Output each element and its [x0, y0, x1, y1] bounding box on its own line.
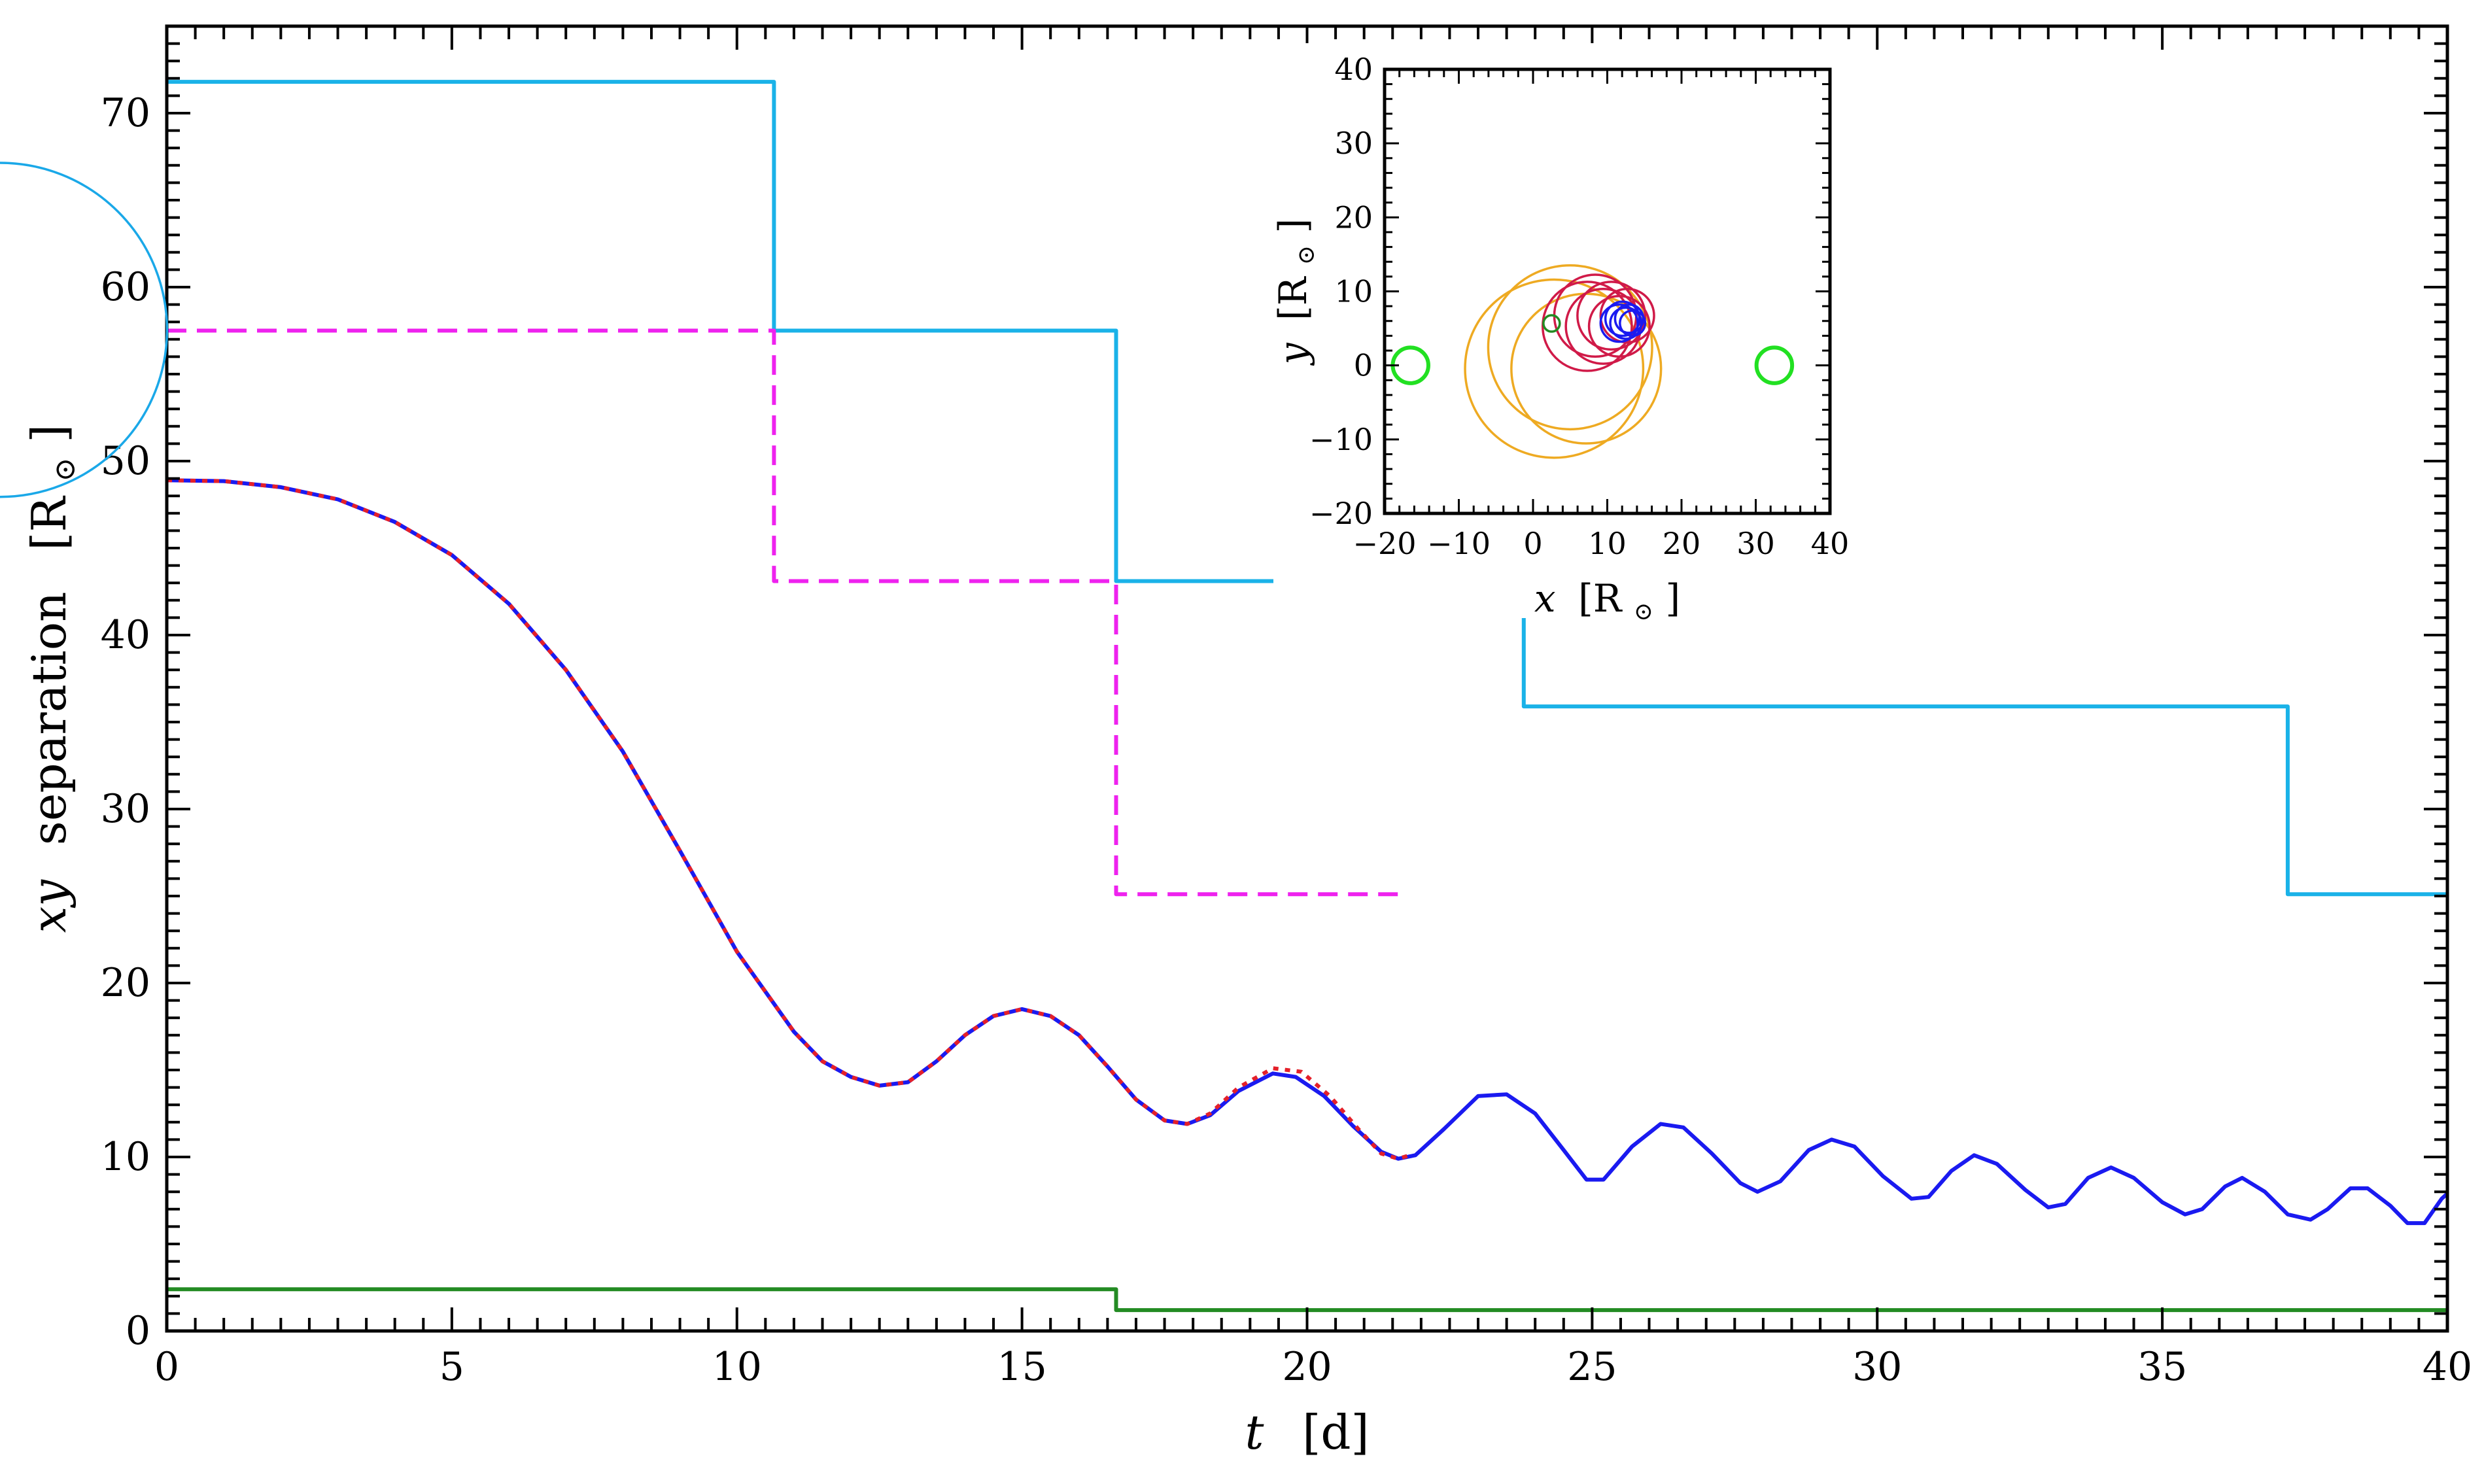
inset-y-axis-unit-close: ]	[1271, 218, 1315, 233]
main-x-axis-label: t [d]	[1245, 1405, 1369, 1460]
main-y-axis-var: xy	[22, 879, 77, 933]
orbit-path-3	[1599, 303, 1639, 343]
inset-x-axis-unit: [R	[1578, 576, 1623, 621]
inset-x-tick-label: 30	[1736, 526, 1775, 561]
y-tick-label: 30	[101, 786, 150, 832]
orbit-path-1	[1487, 264, 1653, 431]
y-tick-label: 50	[101, 438, 150, 484]
orbit-path-4	[1542, 314, 1561, 333]
orbit-path-3	[1604, 300, 1641, 337]
inset-y-tick-label: 40	[1334, 52, 1373, 87]
inset-y-axis-unit: [R	[1271, 275, 1315, 320]
main-x-axis-var: t	[1245, 1405, 1264, 1460]
series-line-2	[167, 1287, 2447, 1313]
series-line-1	[167, 328, 1404, 897]
y-tick-label: 70	[101, 90, 150, 136]
y-tick-label: 20	[101, 960, 150, 1006]
x-tick-label: 10	[712, 1344, 762, 1390]
x-tick-label: 30	[1852, 1344, 1902, 1390]
y-tick-label: 40	[101, 612, 150, 658]
orbit-path-3	[1619, 309, 1647, 337]
y-tick-label: 0	[126, 1308, 150, 1354]
sun-symbol: ⊙	[1634, 598, 1653, 625]
inset-y-tick-label: 30	[1334, 126, 1373, 161]
orbit-path-2	[1587, 294, 1651, 358]
main-tick-labels: 0 5 10 15 20 25 30 35 40 0 10 20 30 40 50 60 70	[101, 90, 2473, 1390]
inset-y-tick-label: 10	[1334, 274, 1373, 309]
inset-y-axis-label: y [R ⊙ ]	[1271, 218, 1323, 366]
inset-tick-labels: −20 −10 0 10 20 30 40 −20 −10 0 10 20 30 40	[1309, 52, 1849, 561]
x-tick-label: 40	[2423, 1344, 2472, 1390]
sun-symbol: ⊙	[1293, 245, 1320, 265]
y-tick-label: 60	[101, 264, 150, 310]
inset-x-axis-unit-close: ]	[1665, 576, 1680, 621]
inset-y-axis-var: y	[1271, 342, 1315, 366]
inset-x-tick-label: −20	[1353, 526, 1416, 561]
inset-x-axis-var: x	[1534, 576, 1556, 621]
inset-x-tick-label: 40	[1811, 526, 1850, 561]
x-tick-label: 0	[154, 1344, 179, 1390]
inset-x-axis-label: x [R ⊙ ]	[1534, 576, 1680, 629]
main-y-axis-word: separation	[22, 592, 77, 846]
main-ticks	[165, 25, 2449, 1332]
inset-x-tick-label: 0	[1523, 526, 1542, 561]
y-tick-label: 10	[101, 1134, 150, 1180]
series-line-4	[166, 478, 1411, 1161]
x-tick-label: 15	[997, 1344, 1046, 1390]
inset-x-tick-label: 20	[1663, 526, 1701, 561]
x-tick-label: 25	[1567, 1344, 1617, 1390]
x-tick-label: 20	[1282, 1344, 1332, 1390]
x-tick-label: 5	[440, 1344, 464, 1390]
inset-y-tick-label: −10	[1309, 422, 1373, 457]
main-y-axis-label: xy separation [R ⊙ ]	[22, 424, 86, 933]
orbit-path-2	[1576, 281, 1647, 351]
orbit-start-marker	[1754, 345, 1795, 385]
main-y-axis-unit: [R	[22, 496, 77, 551]
inset-background	[1273, 43, 1850, 618]
inset-y-tick-label: 20	[1334, 199, 1373, 235]
orbit-path-2	[1599, 288, 1655, 344]
inset-x-tick-label: 10	[1588, 526, 1627, 561]
inset-y-tick-label: 0	[1354, 348, 1373, 383]
orbit-path-2	[1542, 281, 1633, 372]
x-tick-label: 35	[2137, 1344, 2187, 1390]
orbit-path-0	[0, 162, 169, 498]
inset-ticks	[1383, 68, 1831, 515]
inset-y-tick-label: −20	[1309, 496, 1373, 531]
main-y-axis-unit-close: ]	[22, 424, 77, 443]
main-x-axis-unit: [d]	[1302, 1405, 1369, 1460]
inset-x-tick-label: −10	[1427, 526, 1491, 561]
inset-series-group	[0, 162, 1795, 498]
orbit-path-1	[1464, 278, 1645, 459]
